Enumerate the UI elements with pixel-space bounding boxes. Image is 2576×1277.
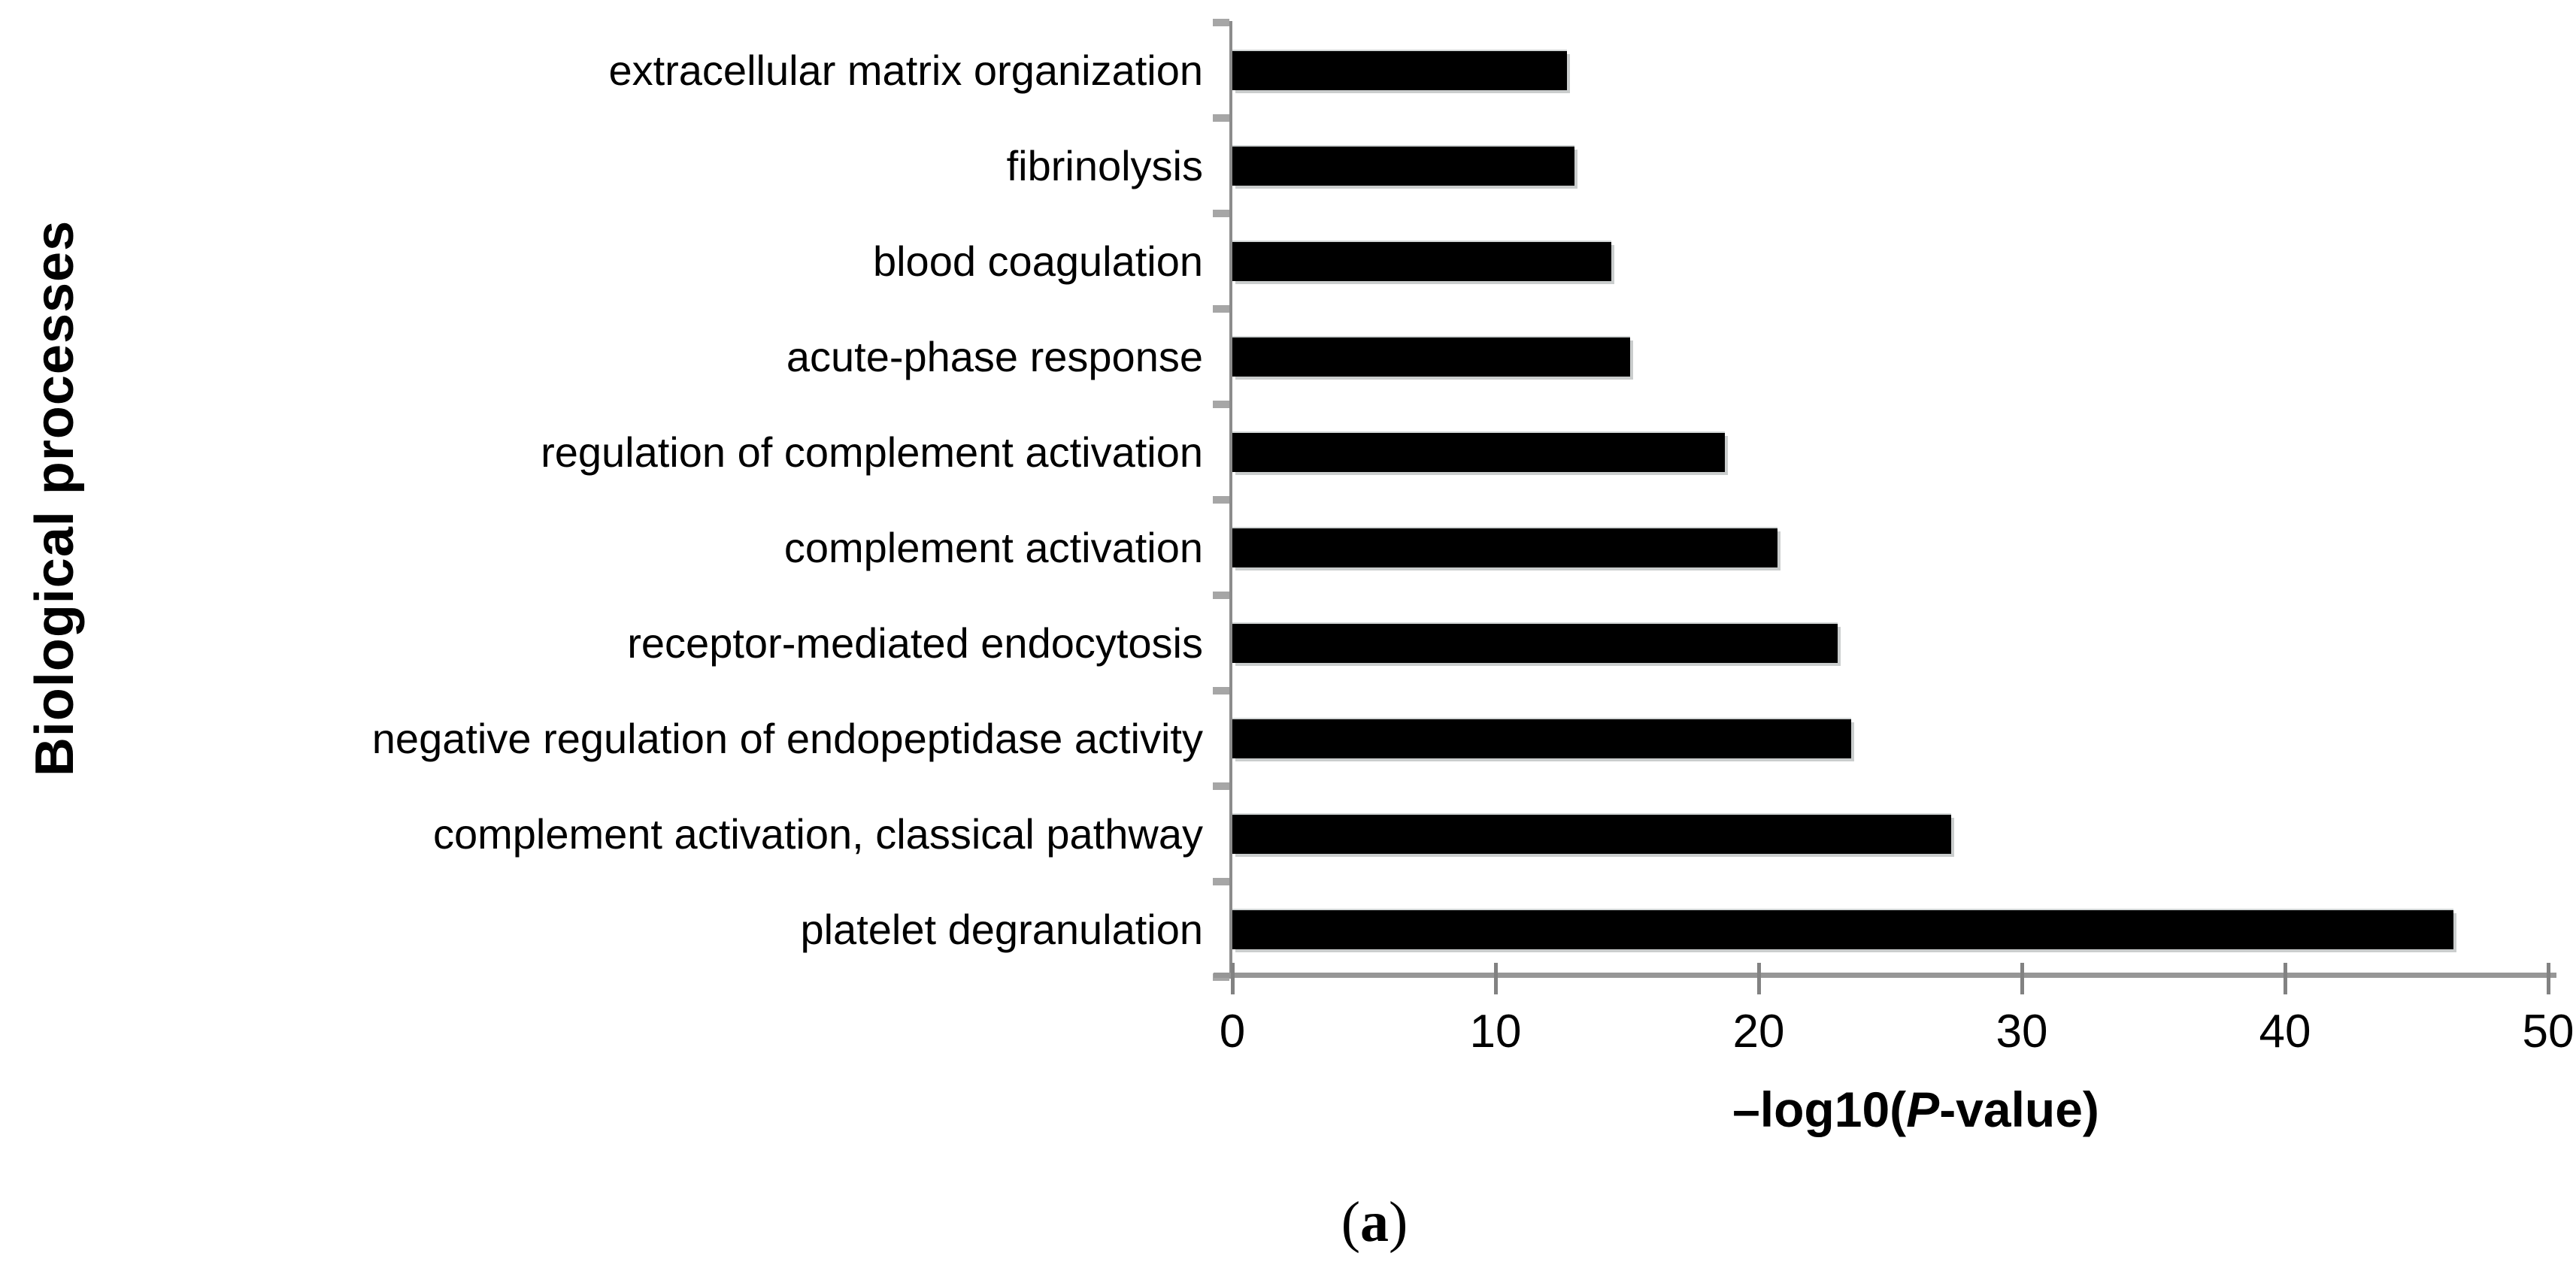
bar-row <box>1232 213 2548 309</box>
x-axis-title-prefix: –log10( <box>1732 1082 1907 1137</box>
bar-row <box>1232 309 2548 404</box>
bar-row <box>1232 23 2548 118</box>
y-axis-tick <box>1213 592 1229 599</box>
category-label: platelet degranulation <box>800 905 1203 953</box>
category-label: extracellular matrix organization <box>608 46 1203 94</box>
bar <box>1232 528 1777 567</box>
y-axis-tick <box>1213 114 1229 122</box>
y-axis-tick <box>1213 687 1229 694</box>
category-label: regulation of complement activation <box>541 428 1203 476</box>
bar-row <box>1232 786 2548 882</box>
category-label: acute-phase response <box>786 332 1203 380</box>
bar-row <box>1232 882 2548 977</box>
category-label: negative regulation of endopeptidase act… <box>371 714 1203 762</box>
x-axis-tick <box>2020 963 2024 994</box>
bar-row <box>1232 500 2548 595</box>
category-label: complement activation, classical pathway <box>432 809 1203 858</box>
y-axis-tick <box>1213 19 1229 26</box>
y-axis-tick <box>1213 210 1229 217</box>
y-axis-tick <box>1213 401 1229 408</box>
bar-row <box>1232 595 2548 691</box>
y-axis-line <box>1229 21 1232 979</box>
x-axis-tick <box>1494 963 1498 994</box>
x-axis-title-suffix: -value) <box>1939 1082 2099 1137</box>
x-tick-label: 20 <box>1732 1006 1785 1058</box>
x-axis-tick <box>1231 963 1235 994</box>
category-labels: extracellular matrix organization fibrino… <box>75 23 1203 977</box>
bar <box>1232 146 1574 186</box>
x-axis-line <box>1214 973 2556 978</box>
caption-paren-open: ( <box>1341 1191 1360 1254</box>
x-axis-title: –log10(P-value) <box>1732 1081 2099 1138</box>
plot-area <box>1213 19 2548 981</box>
x-axis-tick <box>2284 963 2287 994</box>
x-axis-tick <box>2547 963 2550 994</box>
bar <box>1232 814 1951 854</box>
y-axis-tick <box>1213 782 1229 790</box>
bar <box>1232 719 1851 758</box>
figure-caption: (a) <box>1341 1194 1408 1251</box>
y-axis-tick <box>1213 878 1229 885</box>
bar-row <box>1232 691 2548 786</box>
y-axis-tick <box>1213 305 1229 313</box>
caption-letter: a <box>1360 1191 1389 1254</box>
bar-row <box>1232 404 2548 500</box>
x-axis-tick <box>1757 963 1761 994</box>
bar <box>1232 241 1611 281</box>
x-tick-label: 10 <box>1469 1006 1522 1058</box>
x-tick-label: 30 <box>1996 1006 2048 1058</box>
y-axis-tick <box>1213 496 1229 504</box>
category-label: blood coagulation <box>872 237 1203 285</box>
bar <box>1232 50 1567 90</box>
x-tick-label: 0 <box>1219 1006 1246 1058</box>
caption-paren-close: ) <box>1389 1191 1408 1254</box>
category-label: receptor-mediated endocytosis <box>627 619 1203 667</box>
category-label: complement activation <box>783 523 1203 571</box>
category-label: fibrinolysis <box>1006 141 1203 189</box>
bar-row <box>1232 118 2548 213</box>
x-axis: 0 10 20 30 40 50 <box>1220 963 2574 1078</box>
bar <box>1232 337 1630 377</box>
bar <box>1232 432 1725 472</box>
x-tick-label: 40 <box>2259 1006 2311 1058</box>
x-tick-label: 50 <box>2522 1006 2574 1058</box>
bar <box>1232 623 1838 663</box>
x-axis-title-pvalue-symbol: P <box>1906 1082 1940 1137</box>
bar <box>1232 909 2453 949</box>
